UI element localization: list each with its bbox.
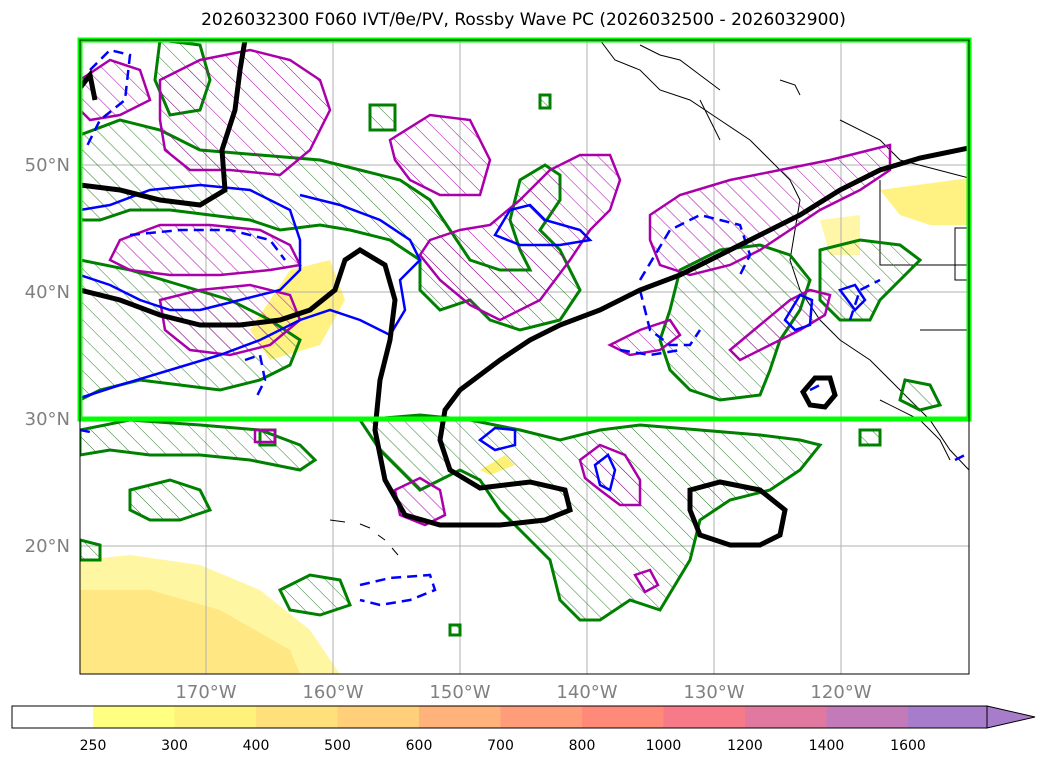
map-panel: 50°N 40°N 30°N 20°N 170°W 160°W 150°W 14… xyxy=(25,37,972,700)
colorbar-tick-label: 1000 xyxy=(645,738,682,754)
theta-e-contours-dashed xyxy=(80,48,966,607)
colorbar-tick-label: 800 xyxy=(568,738,596,754)
lon-label: 140°W xyxy=(556,682,617,700)
colorbar-cell xyxy=(826,706,908,728)
colorbar-cell xyxy=(745,706,827,728)
colorbar-cell xyxy=(12,706,93,728)
colorbar-extend-arrow xyxy=(986,705,1036,729)
colorbar-cell xyxy=(500,706,582,728)
lon-label: 130°W xyxy=(683,682,744,700)
colorbar-tick-label: 600 xyxy=(405,738,433,754)
lat-labels: 50°N 40°N 30°N 20°N xyxy=(25,155,70,557)
lat-label: 50°N xyxy=(25,155,70,176)
lon-label: 170°W xyxy=(175,682,236,700)
lon-label: 120°W xyxy=(810,682,871,700)
pc-negative-contours xyxy=(80,48,892,594)
colorbar-cell xyxy=(174,706,256,728)
colorbar-tick-label: 300 xyxy=(161,738,188,754)
map-title: 2026032300 F060 IVT/θe/PV, Rossby Wave P… xyxy=(201,10,846,30)
colorbar-cell xyxy=(663,706,745,728)
colorbar-cell xyxy=(582,706,664,728)
colorbar-tick-label: 1400 xyxy=(808,738,845,754)
colorbar-cell xyxy=(419,706,501,728)
colorbar-cell xyxy=(908,706,987,728)
lat-label: 20°N xyxy=(25,536,70,557)
lon-label: 150°W xyxy=(429,682,490,700)
lat-label: 40°N xyxy=(25,282,70,303)
colorbar-tick-label: 1200 xyxy=(727,738,763,754)
pv-contours xyxy=(80,40,969,548)
theta-e-contours xyxy=(80,183,867,492)
colorbar-tick-label: 500 xyxy=(324,738,351,754)
colorbar-frame xyxy=(11,705,988,729)
colorbar-tick-label: 250 xyxy=(79,738,107,754)
colorbar-cell xyxy=(337,706,419,728)
lon-labels: 170°W 160°W 150°W 140°W 130°W 120°W xyxy=(175,682,871,700)
lon-label: 160°W xyxy=(302,682,363,700)
lat-label: 30°N xyxy=(25,409,70,430)
colorbar-cell xyxy=(93,706,175,728)
map-frame xyxy=(79,39,970,675)
colorbar-tick-label: 1600 xyxy=(890,738,926,754)
colorbar-tick-label: 400 xyxy=(242,738,270,754)
colorbar-cell xyxy=(256,706,338,728)
colorbar xyxy=(11,705,1036,729)
colorbar-tick-label: 700 xyxy=(487,738,514,754)
